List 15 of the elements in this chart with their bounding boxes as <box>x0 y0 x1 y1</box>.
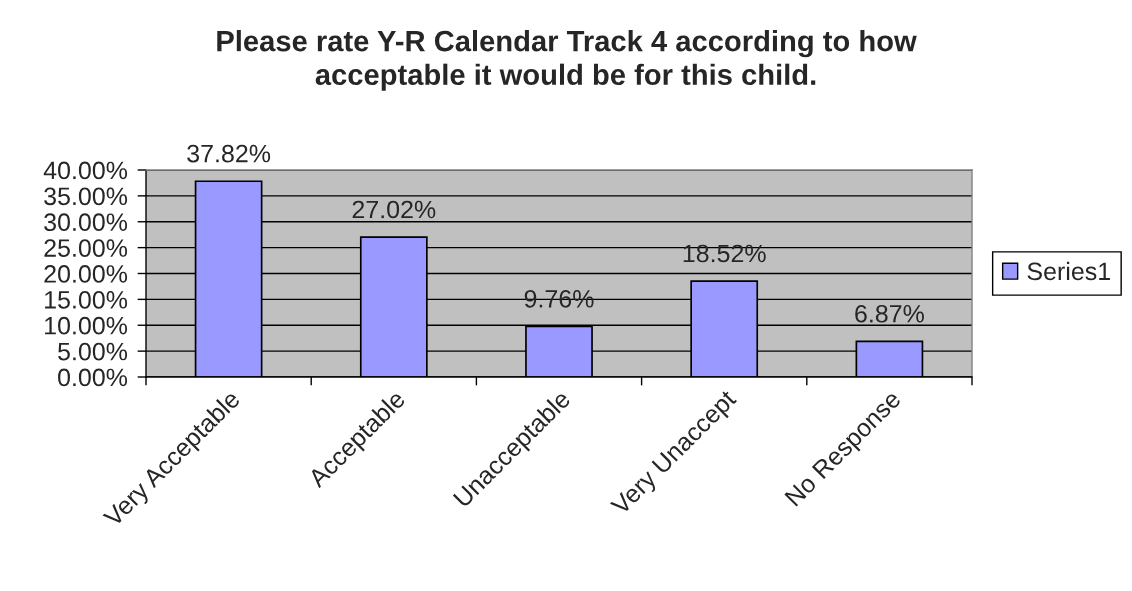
y-tick-label: 40.00% <box>43 161 128 180</box>
y-tick-label: 10.00% <box>45 316 128 335</box>
data-label: 27.02% <box>352 200 436 219</box>
y-tick-label: 15.00% <box>45 290 128 309</box>
data-label: 37.82% <box>187 144 271 163</box>
legend-label: Series1 <box>1027 261 1110 281</box>
chart-title: Please rate Y-R Calendar Track 4 according to how acceptable it would be for this child. <box>217 30 917 91</box>
y-tick-label: 0.00% <box>58 368 128 387</box>
y-tick-label: 30.00% <box>44 213 128 232</box>
y-tick-label: 35.00% <box>44 187 128 206</box>
y-tick-label: 25.00% <box>44 239 128 257</box>
y-tick-label: 20.00% <box>44 265 128 283</box>
data-label: 18.52% <box>683 244 766 263</box>
data-label: 6.87% <box>855 304 924 323</box>
y-tick-label: 5.00% <box>58 342 128 361</box>
